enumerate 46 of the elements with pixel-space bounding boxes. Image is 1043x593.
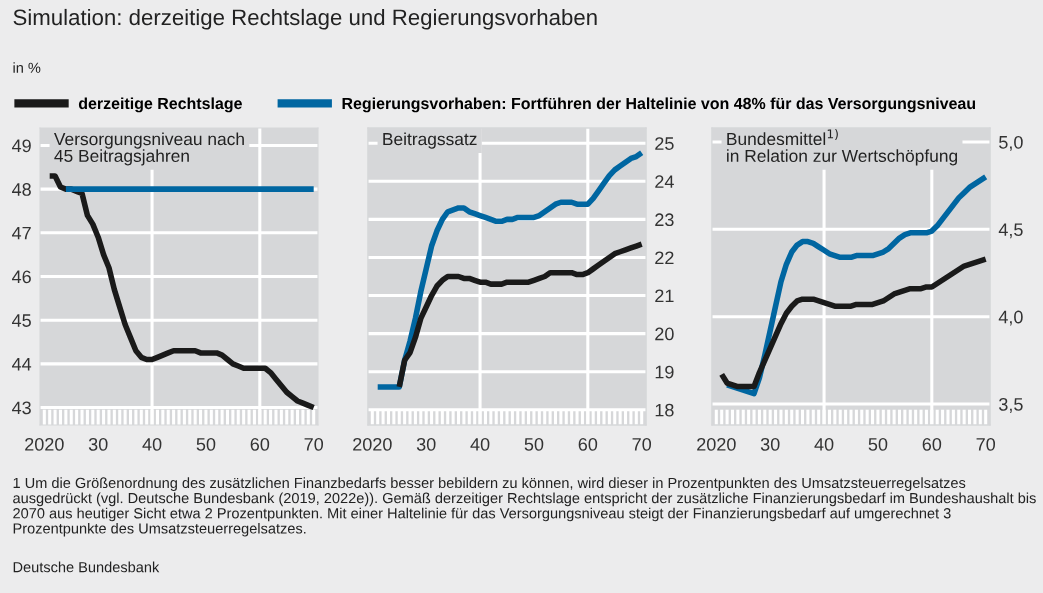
- x-tick-label: 60: [250, 437, 270, 451]
- x-tick-label: 50: [196, 437, 216, 451]
- y-tick-label: 47: [12, 226, 31, 240]
- x-tick-label: 40: [814, 437, 834, 451]
- x-tick-label: 30: [88, 437, 108, 451]
- legend-label: derzeitige Rechtslage: [78, 97, 242, 113]
- y2-tick-label: 4,5: [998, 223, 1023, 239]
- y2-tick-label: 18: [655, 403, 674, 417]
- x-tick-label: 70: [304, 437, 324, 451]
- x-tick-label: 50: [868, 437, 888, 451]
- x-tick-label: 2020: [353, 437, 392, 451]
- x-tick-label: 30: [760, 437, 780, 451]
- text: 1 Um die Größenordnung des zusätzlichen Finanzbedarfs besser bebildern zu können, wird dieser in Prozentpunkten des Umsatzsteuerregelsatzes ausgedrückt (vgl. Deutsche Bundesbank (2019, 2022e)). Gemäß derzeitiger Rechtslage entspricht der zusätzliche Finanzierungsbedarf im Bundeshaushalt bis 2070 aus heutiger Sicht etwa 2 Prozentpunkten. Mit einer Haltelinie für das Versorgungsniveau steigt der Finanzierungsbedarf auf umgerechnet 3 Prozentpunkte des Umsatzsteuerregelsatzes.: [13, 477, 1036, 537]
- text: in %: [13, 62, 41, 73]
- y2-tick-label: 24: [655, 175, 674, 188]
- chart-title: Beitragssatz: [383, 132, 477, 149]
- y2-tick-label: 23: [655, 213, 674, 227]
- x-tick-label: 50: [524, 437, 544, 451]
- x-tick-label: 60: [922, 437, 942, 451]
- y2-tick-label: 3,5: [999, 397, 1023, 413]
- text: Deutsche Bundesbank: [13, 561, 160, 573]
- x-tick-label: 60: [578, 437, 598, 451]
- y-tick-label: 49: [12, 139, 31, 153]
- x-tick-label: 70: [632, 437, 652, 451]
- y-tick-label: 48: [12, 183, 31, 196]
- x-tick-label: 70: [976, 437, 996, 451]
- text: Bundesmittel$^{1)}$ in Relation zur Wertschöpfung: [727, 129, 958, 166]
- x-tick-label: 2020: [697, 437, 736, 451]
- x-tick-label: 30: [416, 437, 436, 451]
- y2-tick-label: 21: [655, 289, 674, 303]
- legend-label: Regierungsvorhaben: Fortführen der Haltelinie von 48% für das Versorgungsniveau: [342, 97, 976, 113]
- y2-tick-label: 25: [655, 137, 674, 150]
- y2-tick-label: 20: [655, 327, 674, 341]
- y-tick-label: 43: [12, 401, 31, 415]
- x-tick-label: 40: [470, 437, 490, 451]
- text: Versorgungsniveau nach 45 Beitragsjahren: [53, 132, 244, 166]
- x-tick-label: 40: [142, 437, 162, 451]
- x-tick-label: 2020: [25, 437, 64, 451]
- y2-tick-label: 19: [655, 365, 674, 379]
- y2-tick-label: 5,0: [999, 135, 1023, 151]
- text: Simulation: derzeitige Rechtslage und Regierungsvorhaben: [13, 8, 597, 30]
- y-tick-label: 45: [12, 314, 31, 327]
- y-tick-label: 46: [12, 270, 31, 284]
- y2-tick-label: 4,0: [998, 310, 1023, 326]
- y2-tick-label: 22: [655, 251, 674, 264]
- y-tick-label: 44: [12, 357, 32, 371]
